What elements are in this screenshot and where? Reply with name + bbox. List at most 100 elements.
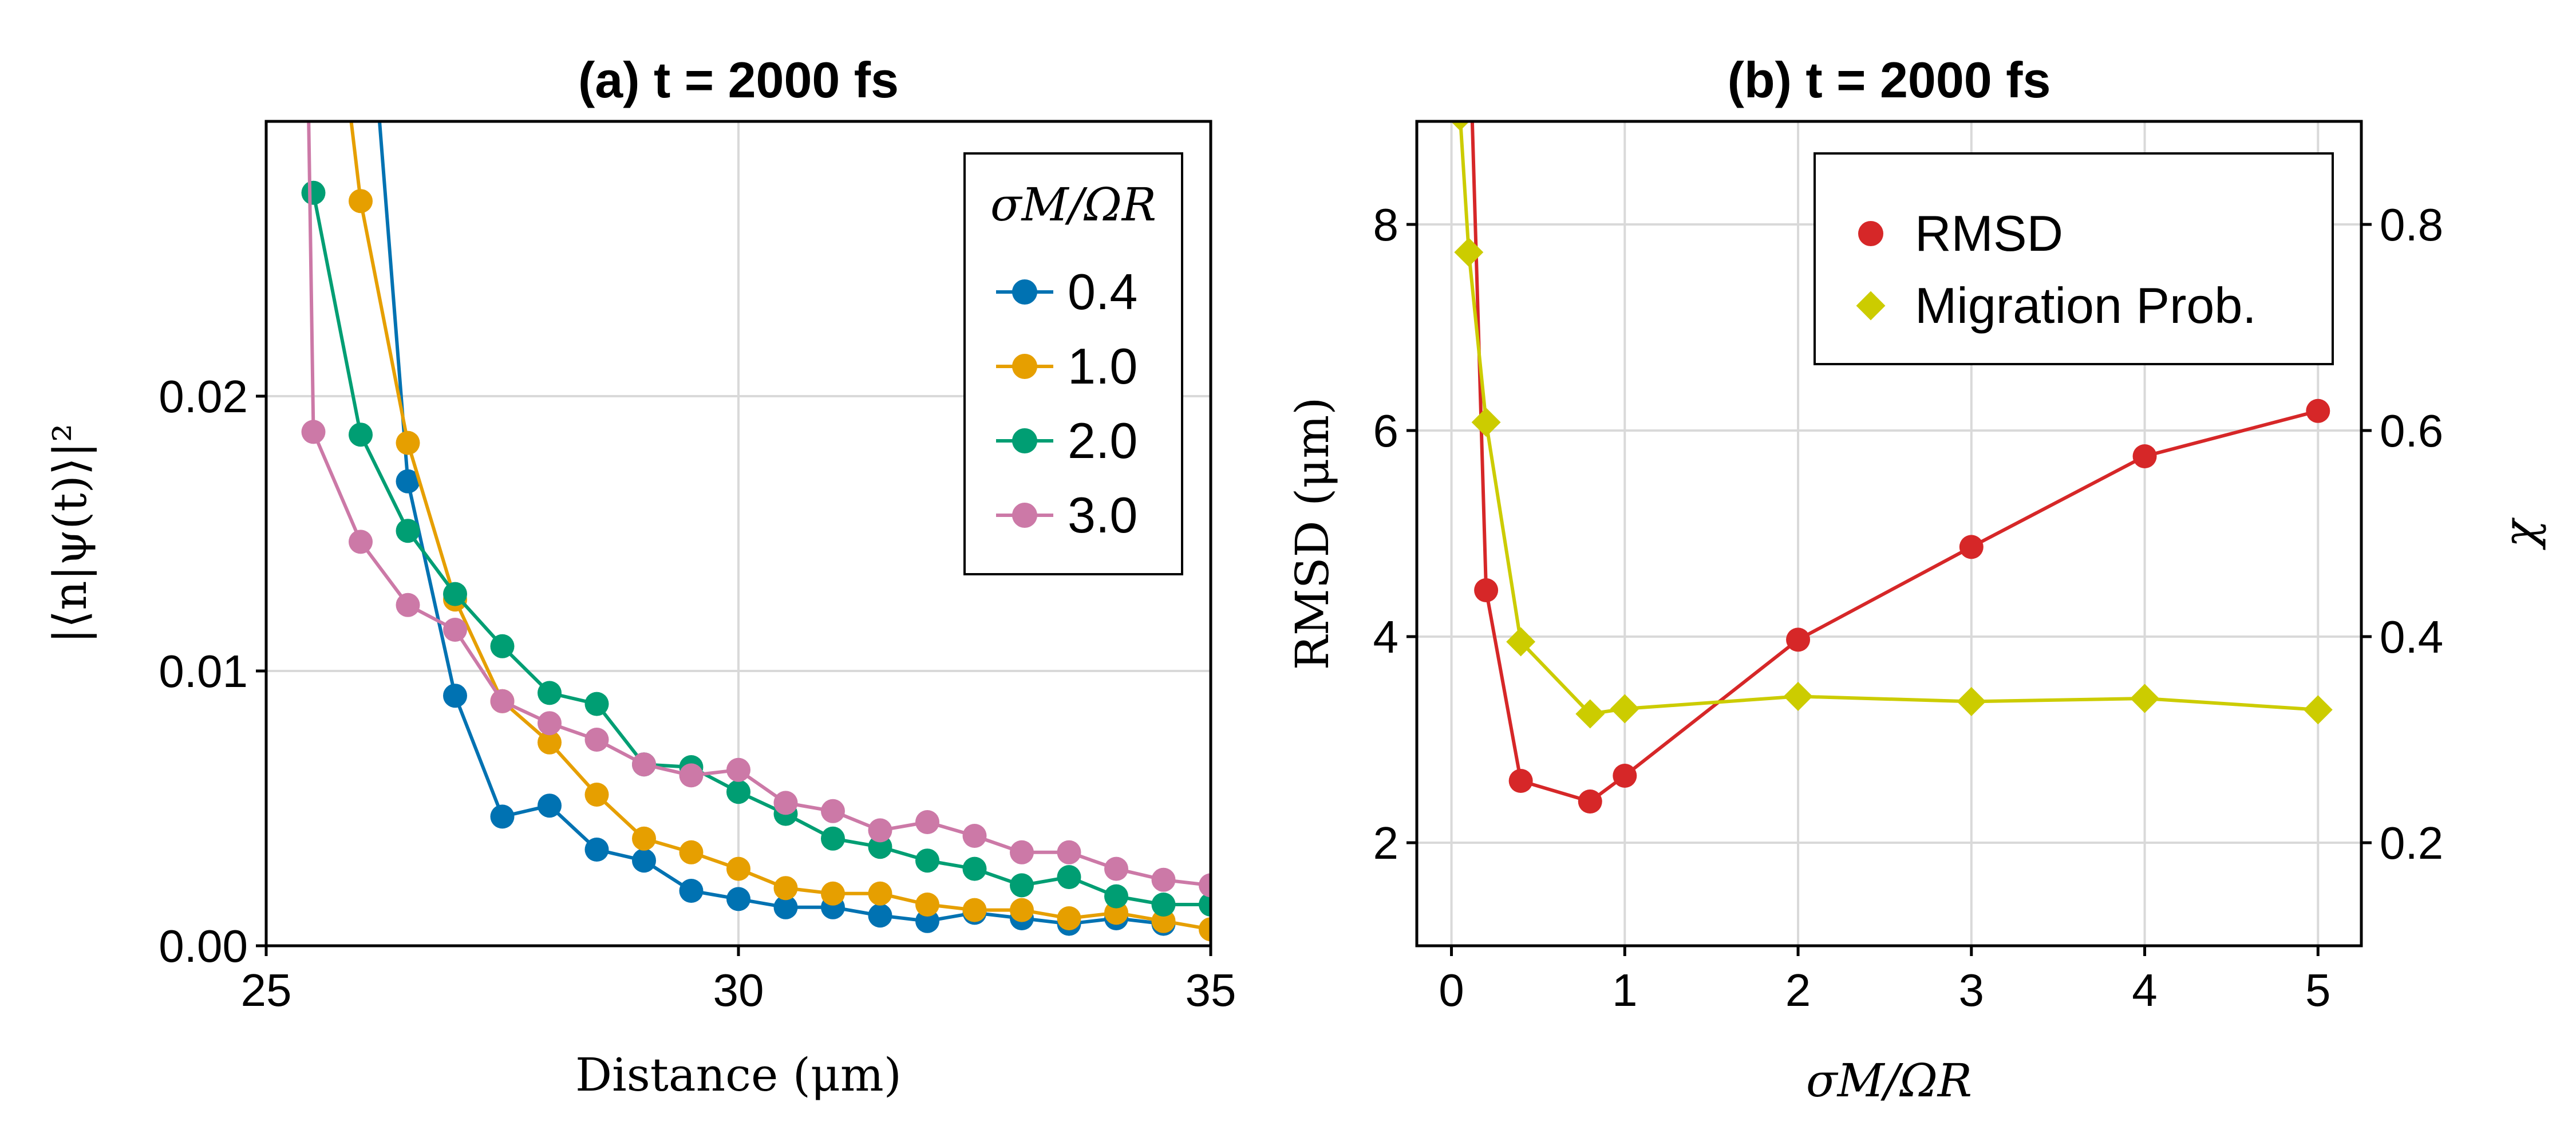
data-point bbox=[1578, 789, 1602, 814]
panel-a: (a) t = 2000 fs 25 30 35 0.00 0.01 0.02 Dista… bbox=[44, 52, 1236, 1101]
data-point bbox=[773, 791, 798, 815]
data-point bbox=[1613, 764, 1637, 788]
data-point bbox=[773, 895, 798, 919]
data-point bbox=[584, 783, 609, 807]
data-point bbox=[962, 856, 987, 881]
y-right-tick-label: 0.2 bbox=[2380, 818, 2443, 868]
data-point bbox=[1199, 893, 1211, 917]
data-point bbox=[349, 530, 373, 554]
series-rmsd bbox=[1470, 121, 2330, 814]
data-point bbox=[962, 898, 987, 922]
data-point bbox=[2306, 398, 2330, 423]
data-point bbox=[490, 634, 515, 658]
legend-entry-rmsd: RMSD bbox=[1858, 205, 2063, 262]
data-point bbox=[632, 752, 656, 777]
data-point bbox=[632, 826, 656, 851]
data-point bbox=[915, 810, 939, 834]
panel-a-legend: σM/ΩR 0.4 1.0 2.0 3.0 bbox=[963, 152, 1183, 575]
data-point bbox=[1199, 917, 1211, 942]
data-point bbox=[490, 804, 515, 829]
data-point bbox=[584, 728, 609, 752]
x-tick-label: 3 bbox=[1959, 965, 1985, 1016]
legend-entry-2.0: 2.0 bbox=[996, 412, 1137, 469]
data-point bbox=[396, 469, 420, 493]
data-point bbox=[726, 757, 750, 782]
panel-a-legend-title: σM/ΩR bbox=[990, 178, 1156, 231]
data-point bbox=[1199, 873, 1211, 898]
x-tick-label: 2 bbox=[1785, 965, 1811, 1016]
y-right-tick-label: 0.8 bbox=[2380, 199, 2443, 250]
x-tick-label: 0 bbox=[1439, 965, 1464, 1016]
panel-a-ylabel: |⟨n|ψ(t)⟩|² bbox=[44, 424, 97, 643]
data-point bbox=[868, 881, 892, 906]
panel-b-legend-box bbox=[1814, 152, 2334, 365]
data-point bbox=[396, 519, 420, 543]
y-tick-label: 4 bbox=[1373, 611, 1399, 662]
legend-swatch-marker bbox=[1012, 279, 1037, 305]
data-point bbox=[538, 730, 562, 755]
legend-swatch-marker bbox=[1858, 221, 1883, 246]
data-point bbox=[301, 420, 326, 444]
panel-b-ylabel: RMSD (μm) bbox=[1286, 397, 1339, 670]
data-point bbox=[301, 180, 326, 205]
data-point bbox=[1959, 535, 1984, 559]
data-point bbox=[349, 189, 373, 214]
data-point bbox=[1508, 769, 1533, 793]
data-point bbox=[490, 689, 515, 713]
y-tick-label: 0.00 bbox=[159, 921, 248, 972]
x-tick-label: 5 bbox=[2305, 965, 2331, 1016]
legend-label: 3.0 bbox=[1068, 487, 1137, 543]
legend-entry-migration-prob: Migration Prob. bbox=[1856, 277, 2257, 334]
legend-label: Migration Prob. bbox=[1915, 277, 2257, 334]
data-point bbox=[396, 593, 420, 617]
legend-label: 0.4 bbox=[1068, 263, 1137, 320]
data-point bbox=[915, 848, 939, 873]
data-point bbox=[1151, 867, 1176, 892]
legend-entry-1.0: 1.0 bbox=[996, 338, 1137, 394]
legend-label: RMSD bbox=[1915, 205, 2063, 262]
data-point bbox=[1057, 906, 1081, 930]
legend-label: 2.0 bbox=[1068, 412, 1137, 469]
y-tick-label: 6 bbox=[1373, 405, 1399, 456]
series-1.0 bbox=[349, 121, 1211, 942]
data-point bbox=[443, 582, 467, 606]
series-3.0 bbox=[301, 121, 1211, 898]
data-point bbox=[821, 826, 845, 851]
data-point bbox=[868, 818, 892, 843]
series-line bbox=[1459, 121, 2318, 716]
panel-a-ticks: 25 30 35 0.00 0.01 0.02 bbox=[159, 371, 1236, 1016]
data-point bbox=[868, 903, 892, 928]
data-point bbox=[679, 763, 704, 788]
data-point bbox=[679, 879, 704, 903]
legend-entry-3.0: 3.0 bbox=[996, 487, 1137, 543]
data-point bbox=[538, 793, 562, 818]
data-point bbox=[821, 881, 845, 906]
data-point bbox=[443, 618, 467, 642]
x-tick-label: 35 bbox=[1186, 965, 1236, 1016]
panel-b-title: (b) t = 2000 fs bbox=[1728, 52, 2051, 108]
data-point bbox=[1786, 627, 1811, 652]
data-point bbox=[1104, 884, 1128, 909]
panel-a-legend-box bbox=[963, 152, 1183, 575]
data-point bbox=[584, 692, 609, 716]
y-tick-label: 0.01 bbox=[159, 646, 248, 697]
data-point bbox=[773, 876, 798, 901]
legend-swatch-marker bbox=[1012, 503, 1037, 528]
data-point bbox=[726, 856, 750, 881]
data-point bbox=[679, 840, 704, 864]
legend-label: 1.0 bbox=[1068, 338, 1137, 394]
y-tick-label: 0.02 bbox=[159, 371, 248, 422]
y-right-tick-label: 0.4 bbox=[2380, 611, 2443, 662]
data-point bbox=[915, 893, 939, 917]
data-point bbox=[349, 423, 373, 447]
data-point bbox=[1104, 856, 1128, 881]
data-point bbox=[584, 838, 609, 862]
data-point bbox=[726, 887, 750, 911]
y-tick-label: 8 bbox=[1373, 199, 1399, 250]
data-point bbox=[915, 909, 939, 933]
data-point bbox=[2132, 444, 2157, 468]
data-point bbox=[1010, 840, 1034, 864]
legend-entry-0.4: 0.4 bbox=[996, 263, 1137, 320]
data-point bbox=[821, 799, 845, 823]
